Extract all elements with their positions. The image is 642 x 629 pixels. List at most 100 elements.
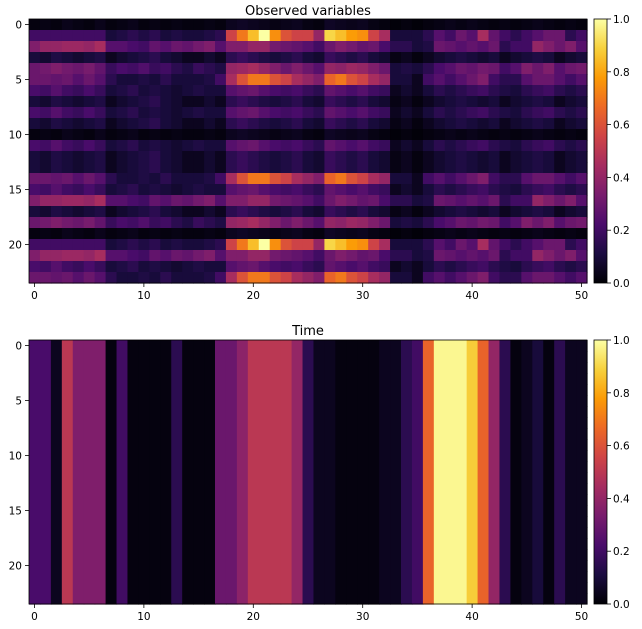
heatmap-cell: [29, 549, 41, 561]
heatmap-cell: [368, 162, 380, 174]
heatmap-cell: [116, 140, 129, 152]
heatmap-cell: [357, 184, 369, 196]
heatmap-cell: [269, 107, 282, 119]
heatmap-cell: [499, 538, 512, 550]
heatmap-cell: [324, 472, 336, 484]
heatmap-cell: [138, 461, 150, 473]
heatmap-cell: [444, 162, 457, 174]
heatmap-cell: [149, 217, 161, 229]
heatmap-cell: [466, 483, 479, 495]
heatmap-cell: [94, 19, 107, 31]
heatmap-cell: [554, 217, 566, 229]
heatmap-cell: [422, 41, 435, 53]
heatmap-cell: [499, 571, 512, 583]
heatmap-cell: [258, 516, 271, 528]
heatmap-cell: [466, 41, 479, 53]
heatmap-cell: [171, 261, 183, 273]
heatmap-cell: [324, 461, 336, 473]
heatmap-cell: [379, 140, 391, 152]
heatmap-cell: [565, 351, 577, 363]
heatmap-cell: [182, 373, 194, 385]
heatmap-cell: [204, 250, 216, 262]
heatmap-cell: [138, 162, 150, 174]
heatmap-cell: [455, 41, 468, 53]
heatmap-cell: [411, 340, 424, 352]
heatmap-cell: [302, 118, 315, 130]
heatmap-cell: [455, 593, 468, 605]
heatmap-cell: [236, 472, 249, 484]
heatmap-cell: [193, 162, 205, 174]
heatmap-cell: [182, 206, 194, 218]
heatmap-cell: [576, 239, 588, 251]
heatmap-cell: [138, 428, 150, 440]
heatmap-cell: [247, 19, 260, 31]
heatmap-cell: [105, 351, 118, 363]
heatmap-cell: [411, 173, 424, 185]
heatmap-cell: [83, 63, 96, 75]
heatmap-cell: [401, 428, 413, 440]
heatmap-cell: [466, 505, 479, 517]
heatmap-cell: [149, 261, 161, 273]
heatmap-cell: [258, 41, 271, 53]
heatmap-cell: [225, 461, 238, 473]
heatmap-cell: [488, 41, 501, 53]
heatmap-cell: [433, 63, 446, 75]
heatmap-cell: [543, 340, 555, 352]
heatmap-cell: [280, 571, 293, 583]
heatmap-cell: [499, 63, 512, 75]
heatmap-cell: [543, 560, 555, 572]
heatmap-cell: [105, 272, 118, 284]
heatmap-cell: [532, 516, 544, 528]
x-tick-label: 0: [31, 290, 38, 302]
heatmap-cell: [182, 582, 194, 594]
heatmap-cell: [422, 228, 435, 240]
heatmap-cell: [488, 184, 501, 196]
heatmap-cell: [521, 472, 533, 484]
heatmap-cell: [280, 107, 293, 119]
heatmap-cell: [488, 417, 501, 429]
heatmap-cell: [127, 549, 140, 561]
heatmap-cell: [225, 362, 238, 374]
heatmap-cell: [225, 450, 238, 462]
heatmap-cell: [61, 217, 74, 229]
heatmap-cell: [379, 417, 391, 429]
heatmap-cell: [346, 272, 358, 284]
heatmap-cell: [258, 483, 271, 495]
heatmap-cell: [565, 560, 577, 572]
heatmap-cell: [543, 428, 555, 440]
heatmap-cell: [269, 516, 282, 528]
heatmap-cell: [554, 63, 566, 75]
heatmap-cell: [94, 217, 107, 229]
heatmap-cell: [116, 195, 129, 207]
heatmap-cell: [499, 450, 512, 462]
heatmap-cell: [182, 96, 194, 108]
heatmap-cell: [357, 195, 369, 207]
heatmap-cell: [204, 450, 216, 462]
heatmap-cell: [422, 151, 435, 163]
heatmap-cell: [565, 549, 577, 561]
heatmap-cell: [510, 272, 522, 284]
heatmap-cell: [83, 250, 96, 262]
heatmap-cell: [61, 384, 74, 396]
heatmap-cell: [433, 373, 446, 385]
heatmap-cell: [368, 217, 380, 229]
heatmap-cell: [357, 74, 369, 86]
heatmap-cell: [39, 384, 52, 396]
heatmap-cell: [204, 140, 216, 152]
heatmap-cell: [510, 184, 522, 196]
heatmap-cell: [247, 571, 260, 583]
heatmap-cell: [127, 560, 140, 572]
heatmap-cell: [411, 140, 424, 152]
heatmap-cell: [215, 272, 227, 284]
heatmap-cell: [488, 461, 501, 473]
heatmap-cell: [215, 250, 227, 262]
heatmap-cell: [291, 217, 304, 229]
heatmap-cell: [39, 483, 52, 495]
heatmap-cell: [94, 472, 107, 484]
heatmap-cell: [116, 527, 129, 539]
heatmap-cell: [554, 384, 566, 396]
heatmap-cell: [444, 505, 457, 517]
heatmap-cell: [39, 261, 52, 273]
heatmap-cell: [313, 261, 326, 273]
heatmap-cell: [50, 395, 63, 407]
